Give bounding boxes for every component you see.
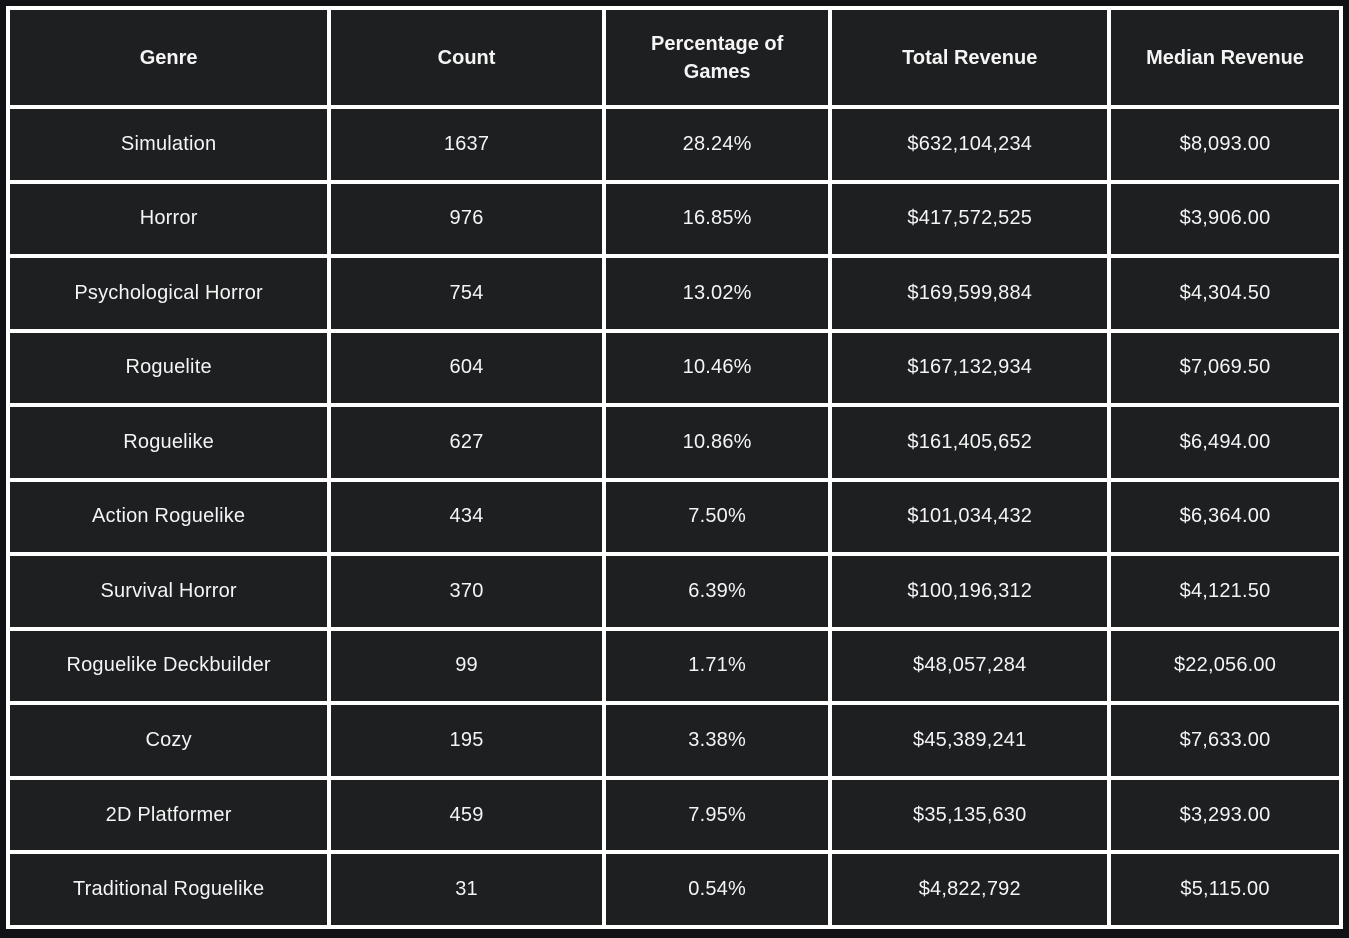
table-cell: 434 [327,477,606,557]
table-cell: 99 [327,626,606,706]
table-cell: $3,906.00 [1107,179,1343,259]
table-row-action-roguelike: Action Roguelike 434 7.50% $101,034,432 $6,3… [5,477,1343,557]
table-cell: Roguelite [5,328,332,408]
column-header-count: Count [327,6,606,109]
column-header-median-revenue: Median Revenue [1107,6,1343,109]
table-cell: $6,364.00 [1107,477,1343,557]
table-cell: $35,135,630 [828,775,1112,855]
table-cell: Survival Horror [5,552,332,631]
table-cell: 10.46% [601,328,833,408]
table-cell: $3,293.00 [1107,775,1343,855]
table-cell: 627 [327,403,606,482]
table-cell: $8,093.00 [1107,105,1343,184]
table-cell: $632,104,234 [828,105,1112,184]
table-cell: Psychological Horror [5,254,332,333]
table-cell: $22,056.00 [1107,626,1343,706]
table-cell: 31 [327,850,606,929]
table-cell: 10.86% [601,403,833,482]
table-cell: 459 [327,775,606,855]
table-cell: Roguelike Deckbuilder [5,626,332,706]
column-header-total-revenue: Total Revenue [828,6,1112,109]
table-cell: 7.50% [601,477,833,557]
table-row-psychological-horror: Psychological Horror 754 13.02% $169,599,88… [5,254,1343,333]
table-row-simulation: Simulation 1637 28.24% $632,104,234 $8,093.0… [5,105,1343,184]
table-row-roguelite: Roguelite 604 10.46% $167,132,934 $7,069.50 [5,328,1343,408]
table-cell: 2D Platformer [5,775,332,855]
table-cell: $45,389,241 [828,701,1112,780]
table-cell: $167,132,934 [828,328,1112,408]
table-cell: 754 [327,254,606,333]
table-cell: $417,572,525 [828,179,1112,259]
table-cell: 13.02% [601,254,833,333]
table-cell: $4,304.50 [1107,254,1343,333]
table-cell: 195 [327,701,606,780]
table-cell: $7,069.50 [1107,328,1343,408]
table-row-roguelike: Roguelike 627 10.86% $161,405,652 $6,494.00 [5,403,1343,482]
table-cell: Horror [5,179,332,259]
table-cell: Action Roguelike [5,477,332,557]
table-row-horror: Horror 976 16.85% $417,572,525 $3,906.00 [5,179,1343,259]
column-header-percentage-of-games: Percentage of Games [601,6,833,109]
table-cell: 1637 [327,105,606,184]
table-row-roguelike-deckbuilder: Roguelike Deckbuilder 99 1.71% $48,057,284 $… [5,626,1343,706]
column-header-genre: Genre [5,6,332,109]
table-cell: $101,034,432 [828,477,1112,557]
table-cell: Cozy [5,701,332,780]
table-cell: 7.95% [601,775,833,855]
table-cell: $4,121.50 [1107,552,1343,631]
table-cell: 976 [327,179,606,259]
table-cell: $161,405,652 [828,403,1112,482]
table-cell: $7,633.00 [1107,701,1343,780]
table-cell: $5,115.00 [1107,850,1343,929]
table-cell: 0.54% [601,850,833,929]
table-body: Simulation 1637 28.24% $632,104,234 $8,093.0… [5,105,1343,929]
table-header: Genre Count Percentage of Games Total Reven… [5,6,1343,109]
table-cell: $48,057,284 [828,626,1112,706]
table-cell: 28.24% [601,105,833,184]
genre-revenue-table: Genre Count Percentage of Games Total Reven… [5,6,1343,929]
table-header-row: Genre Count Percentage of Games Total Reven… [5,6,1343,109]
table-cell: $4,822,792 [828,850,1112,929]
table-cell: $169,599,884 [828,254,1112,333]
table-cell: $6,494.00 [1107,403,1343,482]
table-cell: 6.39% [601,552,833,631]
table-cell: Simulation [5,105,332,184]
table-row-traditional-roguelike: Traditional Roguelike 31 0.54% $4,822,792 $5… [5,850,1343,929]
table-cell: 370 [327,552,606,631]
table-cell: 604 [327,328,606,408]
table-row-cozy: Cozy 195 3.38% $45,389,241 $7,633.00 [5,701,1343,780]
table-cell: $100,196,312 [828,552,1112,631]
table-row-survival-horror: Survival Horror 370 6.39% $100,196,312 $4,12… [5,552,1343,631]
table-cell: Traditional Roguelike [5,850,332,929]
table-cell: Roguelike [5,403,332,482]
table-cell: 1.71% [601,626,833,706]
table-cell: 16.85% [601,179,833,259]
table-cell: 3.38% [601,701,833,780]
table-row-2d-platformer: 2D Platformer 459 7.95% $35,135,630 $3,293.0… [5,775,1343,855]
